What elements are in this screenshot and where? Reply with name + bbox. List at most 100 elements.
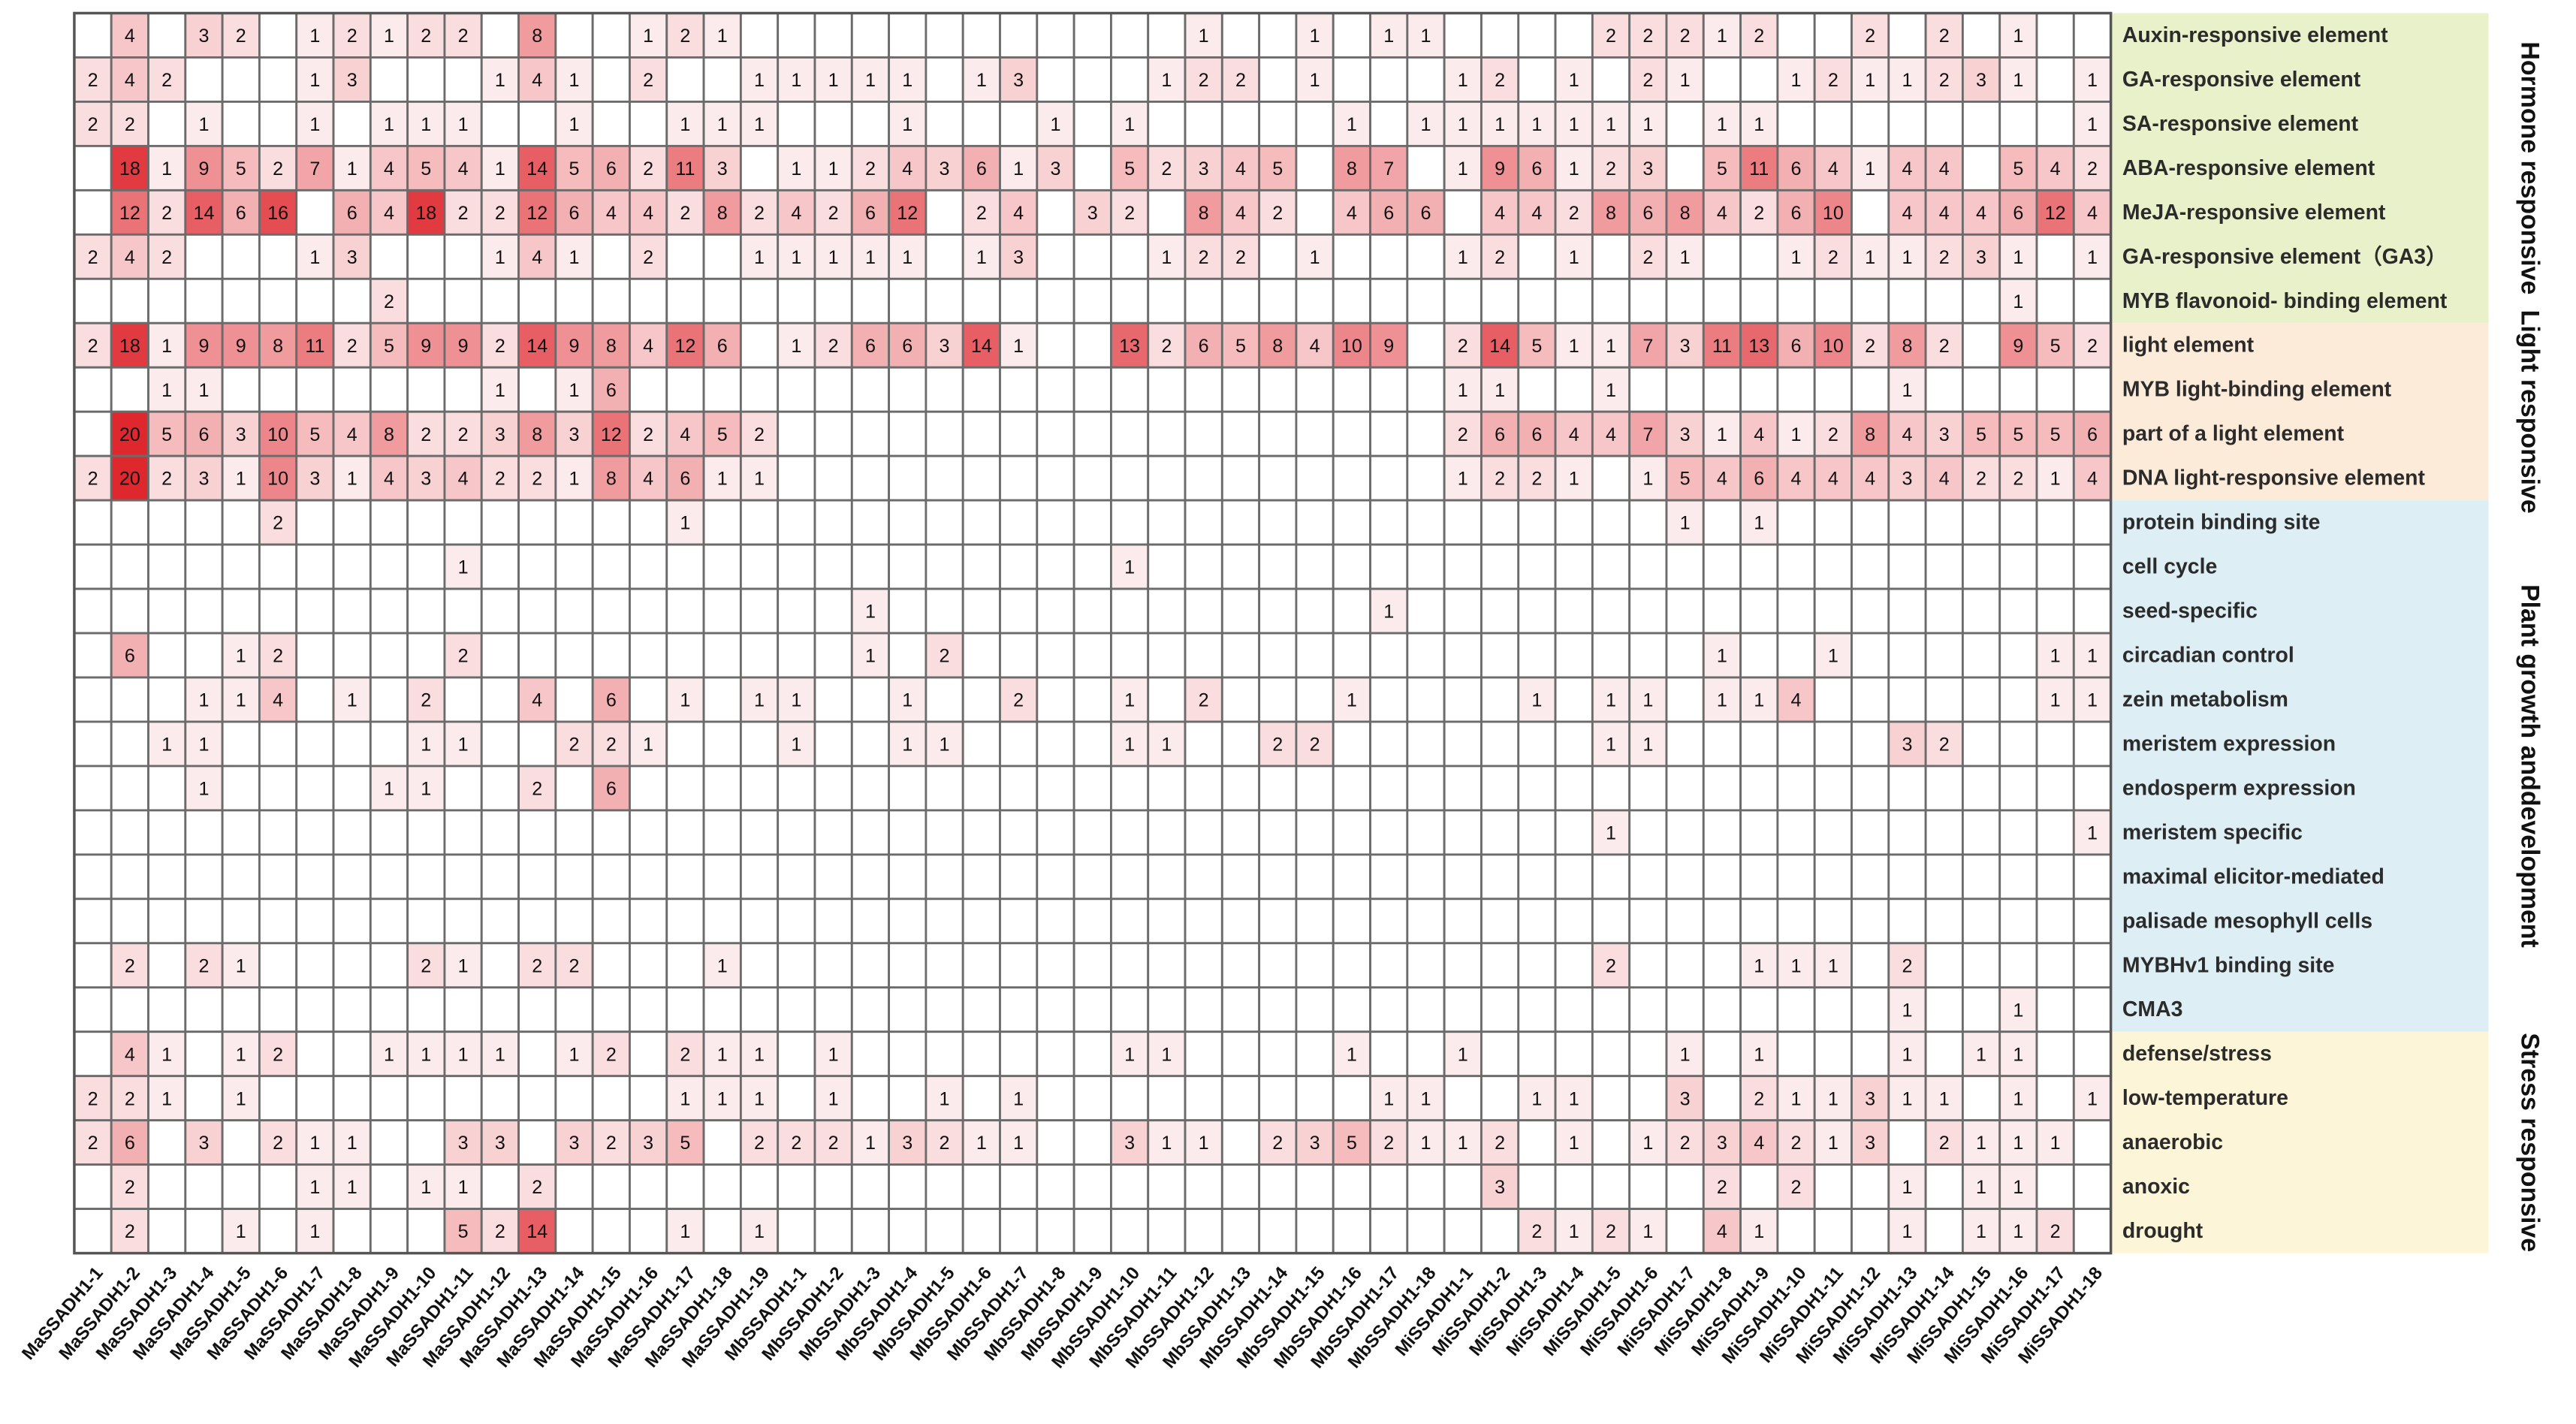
empty-cell bbox=[665, 56, 705, 103]
cell-value: 6 bbox=[606, 690, 617, 711]
cell-value: 2 bbox=[421, 690, 431, 711]
empty-cell bbox=[332, 809, 372, 856]
empty-cell bbox=[1406, 765, 1446, 812]
empty-cell bbox=[1554, 986, 1594, 1033]
cell-value: 2 bbox=[88, 247, 98, 268]
cell-value: 1 bbox=[309, 1221, 320, 1242]
cell-value: 1 bbox=[569, 114, 580, 135]
empty-cell bbox=[1258, 277, 1298, 324]
cell-value: 6 bbox=[1199, 336, 1209, 357]
heat-cell bbox=[1109, 720, 1150, 768]
empty-cell bbox=[480, 543, 520, 590]
empty-cell bbox=[184, 499, 224, 546]
empty-cell bbox=[554, 853, 594, 901]
empty-cell bbox=[1628, 632, 1668, 679]
empty-cell bbox=[184, 1208, 224, 1254]
heat-cell bbox=[1776, 56, 1816, 103]
cell-value: 2 bbox=[1272, 203, 1283, 224]
empty-cell bbox=[369, 986, 409, 1033]
empty-cell bbox=[999, 499, 1039, 546]
empty-cell bbox=[1036, 765, 1075, 812]
heat-cell bbox=[1628, 1119, 1668, 1166]
empty-cell bbox=[1147, 366, 1187, 413]
empty-cell bbox=[1998, 765, 2038, 812]
empty-cell bbox=[1554, 499, 1594, 546]
cell-value: 1 bbox=[1865, 247, 1875, 268]
heat-cell bbox=[1517, 1208, 1557, 1254]
empty-cell bbox=[850, 410, 891, 457]
empty-cell bbox=[961, 809, 1001, 856]
cell-value: 1 bbox=[1421, 1133, 1431, 1154]
empty-cell bbox=[629, 366, 668, 413]
cell-value: 2 bbox=[532, 779, 542, 800]
heat-cell bbox=[1961, 233, 2001, 280]
cell-value: 9 bbox=[236, 336, 246, 357]
empty-cell bbox=[1961, 12, 2001, 59]
empty-cell bbox=[1480, 898, 1520, 945]
empty-cell bbox=[1517, 1030, 1557, 1078]
heat-cell bbox=[2035, 321, 2075, 369]
cell-value: 4 bbox=[643, 203, 653, 224]
heat-cell bbox=[1369, 189, 1409, 236]
heat-cell bbox=[2072, 321, 2113, 369]
empty-cell bbox=[1258, 366, 1298, 413]
empty-cell bbox=[1813, 720, 1853, 768]
empty-cell bbox=[1591, 986, 1631, 1033]
empty-cell bbox=[961, 101, 1001, 147]
cell-value: 13 bbox=[1748, 336, 1769, 357]
row-label: low-temperature bbox=[2122, 1086, 2288, 1110]
cell-value: 1 bbox=[309, 1133, 320, 1154]
empty-cell bbox=[1443, 277, 1483, 324]
cell-value: 6 bbox=[1791, 203, 1802, 224]
row-label: SA-responsive element bbox=[2122, 112, 2359, 136]
heat-cell bbox=[554, 366, 594, 413]
empty-cell bbox=[110, 765, 149, 812]
empty-cell bbox=[1295, 632, 1335, 679]
cell-value: 1 bbox=[1569, 247, 1579, 268]
row-label: CMA3 bbox=[2122, 997, 2183, 1021]
cell-value: 2 bbox=[828, 1133, 839, 1154]
empty-cell bbox=[888, 853, 928, 901]
empty-cell bbox=[1628, 898, 1668, 945]
cell-value: 1 bbox=[1531, 114, 1542, 135]
empty-cell bbox=[258, 101, 298, 147]
empty-cell bbox=[961, 12, 1001, 59]
cell-value: 1 bbox=[2013, 70, 2023, 91]
empty-cell bbox=[1591, 898, 1631, 945]
empty-cell bbox=[925, 12, 964, 59]
cell-value: 2 bbox=[2087, 158, 2098, 180]
cell-value: 4 bbox=[1717, 469, 1727, 490]
empty-cell bbox=[1628, 1075, 1668, 1122]
cell-value: 12 bbox=[119, 203, 140, 224]
empty-cell bbox=[369, 676, 409, 723]
empty-cell bbox=[1147, 12, 1187, 59]
empty-cell bbox=[1739, 809, 1779, 856]
cell-value: 5 bbox=[1235, 336, 1246, 357]
cell-value: 6 bbox=[1791, 158, 1802, 180]
heat-cell bbox=[591, 366, 631, 413]
empty-cell bbox=[1184, 1075, 1223, 1122]
empty-cell bbox=[184, 986, 224, 1033]
cell-value: 1 bbox=[1161, 70, 1172, 91]
cell-value: 1 bbox=[902, 735, 912, 756]
row-label: palisade mesophyll cells bbox=[2122, 909, 2372, 933]
empty-cell bbox=[1072, 765, 1112, 812]
empty-cell bbox=[1554, 853, 1594, 901]
empty-cell bbox=[591, 56, 631, 103]
group-label: Hormone responsive bbox=[2515, 41, 2544, 294]
cell-value: 1 bbox=[1383, 602, 1394, 623]
cell-value: 8 bbox=[532, 26, 542, 47]
cell-value: 1 bbox=[2087, 1088, 2098, 1109]
cell-value: 2 bbox=[643, 424, 653, 445]
empty-cell bbox=[73, 853, 113, 901]
empty-cell bbox=[665, 366, 705, 413]
empty-cell bbox=[221, 101, 261, 147]
empty-cell bbox=[813, 942, 853, 989]
empty-cell bbox=[1443, 632, 1483, 679]
empty-cell bbox=[1147, 1208, 1187, 1254]
empty-cell bbox=[777, 986, 816, 1033]
cell-value: 3 bbox=[1199, 158, 1209, 180]
empty-cell bbox=[702, 765, 742, 812]
empty-cell bbox=[999, 101, 1039, 147]
empty-cell bbox=[1072, 720, 1112, 768]
